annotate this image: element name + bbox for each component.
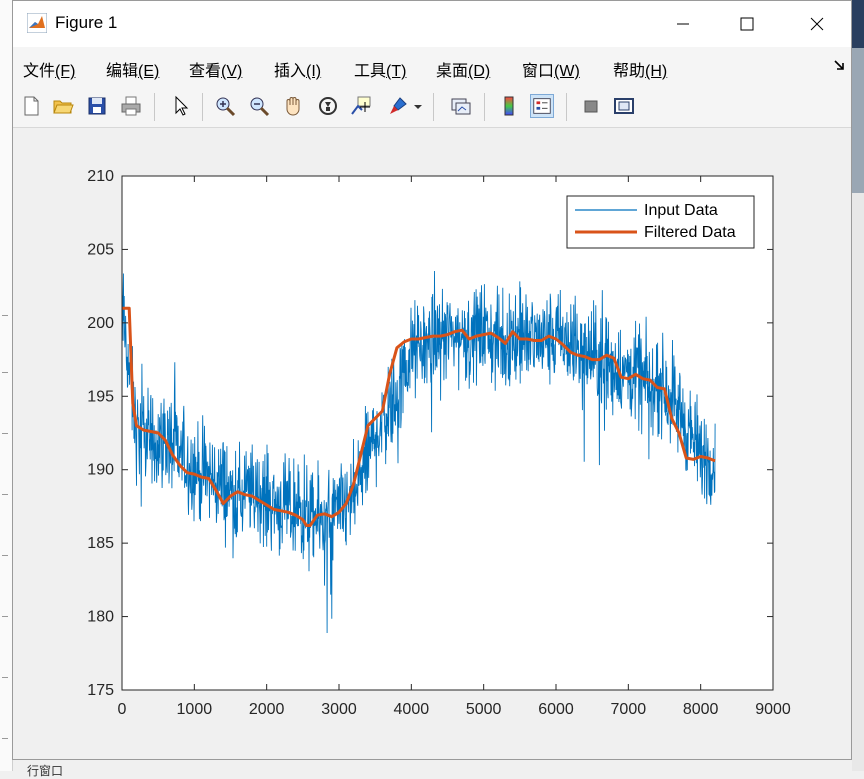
colorbar-icon[interactable] [497, 94, 521, 118]
y-tick-label: 200 [87, 315, 114, 332]
background-band [852, 48, 864, 193]
close-button[interactable] [795, 9, 839, 39]
legend-entry: Filtered Data [644, 224, 736, 241]
menu-label: 编辑 [106, 63, 139, 80]
figure-window: Figure 1 文件(F) 编辑(E) 查看(V) 插入(I) 工具(T) 桌… [12, 0, 852, 778]
plot-area[interactable]: 0 1000 2000 3000 4000 5000 6000 7000 8000 9000 175… [13, 128, 851, 759]
input-data-line [121, 270, 716, 634]
maximize-button[interactable] [725, 9, 769, 39]
edge-tick [2, 315, 8, 316]
menu-label: 帮助 [613, 63, 646, 80]
edge-tick [2, 494, 8, 495]
menu-window[interactable]: 窗口(W) [522, 57, 580, 81]
save-icon[interactable] [85, 94, 109, 118]
menu-shortcut: (I) [306, 63, 322, 80]
y-tick-label: 190 [87, 462, 114, 479]
matlab-logo-icon [27, 13, 47, 33]
menu-shortcut: (H) [645, 63, 668, 80]
hide-plot-tools-icon[interactable] [579, 94, 603, 118]
toolbar-separator [154, 93, 155, 121]
menu-help[interactable]: 帮助(H) [613, 57, 667, 81]
menu-shortcut: (E) [138, 63, 160, 80]
y-tick-label: 175 [87, 682, 114, 699]
x-tick-label: 6000 [538, 701, 574, 718]
toolbar-separator [566, 93, 567, 121]
new-figure-icon[interactable] [19, 94, 43, 118]
print-icon[interactable] [119, 94, 143, 118]
brush-dropdown-icon[interactable] [411, 94, 425, 118]
figure-canvas: 0 1000 2000 3000 4000 5000 6000 7000 8000 9000 175… [13, 128, 851, 759]
background-band [852, 0, 864, 48]
menu-label: 查看 [189, 63, 222, 80]
x-tick-label: 3000 [321, 701, 357, 718]
legend-entry: Input Data [644, 202, 718, 219]
y-tick-label: 195 [87, 388, 114, 405]
zoom-out-icon[interactable] [247, 94, 271, 118]
edge-tick [2, 433, 8, 434]
y-tick-label: 185 [87, 535, 114, 552]
x-tick-label: 2000 [249, 701, 285, 718]
menu-edit[interactable]: 编辑(E) [106, 57, 159, 81]
window-title: Figure 1 [55, 13, 118, 32]
pointer-icon[interactable] [168, 94, 192, 118]
rotate-3d-icon[interactable] [316, 94, 340, 118]
menu-shortcut: (T) [386, 63, 407, 80]
zoom-in-icon[interactable] [213, 94, 237, 118]
toolbar-separator [484, 93, 485, 121]
legend-icon[interactable] [530, 94, 554, 118]
y-tick-label: 180 [87, 609, 114, 626]
brush-icon[interactable] [386, 94, 410, 118]
edge-tick [2, 738, 8, 739]
x-tick-label: 1000 [177, 701, 213, 718]
menu-tools[interactable]: 工具(T) [354, 57, 406, 81]
menu-label: 文件 [23, 63, 56, 80]
menu-desktop[interactable]: 桌面(D) [436, 57, 490, 81]
figure-toolbar [13, 87, 851, 128]
y-tick-label: 210 [87, 168, 114, 185]
edge-tick [2, 677, 8, 678]
x-tick-label: 9000 [755, 701, 791, 718]
menu-shortcut: (V) [221, 63, 243, 80]
open-file-icon[interactable] [51, 94, 75, 118]
background-window-edge-right [852, 0, 864, 771]
menu-label: 工具 [354, 63, 387, 80]
edge-tick [2, 372, 8, 373]
axes-background [122, 176, 773, 690]
menu-label: 窗口 [522, 63, 555, 80]
menu-shortcut: (D) [468, 63, 491, 80]
menu-shortcut: (F) [55, 63, 76, 80]
title-bar[interactable]: Figure 1 [13, 1, 851, 47]
edge-tick [2, 555, 8, 556]
menu-file[interactable]: 文件(F) [23, 57, 75, 81]
link-plot-icon[interactable] [449, 94, 473, 118]
x-tick-label: 7000 [611, 701, 647, 718]
axes-box [121, 175, 774, 691]
menu-insert[interactable]: 插入(I) [274, 57, 321, 81]
legend-box [566, 195, 755, 249]
pan-hand-icon[interactable] [281, 94, 305, 118]
menu-label: 插入 [274, 63, 307, 80]
toolbar-separator [202, 93, 203, 121]
filtered-data-line [122, 306, 716, 527]
toolbar-separator [433, 93, 434, 121]
x-tick-label: 5000 [466, 701, 502, 718]
y-tick-label: 205 [87, 241, 114, 258]
edge-tick [2, 616, 8, 617]
menu-label: 桌面 [436, 63, 469, 80]
data-cursor-icon[interactable] [349, 94, 373, 118]
menu-bar: 文件(F) 编辑(E) 查看(V) 插入(I) 工具(T) 桌面(D) 窗口(W… [13, 47, 851, 87]
menu-shortcut: (W) [554, 63, 580, 80]
menu-view[interactable]: 查看(V) [189, 57, 242, 81]
dock-arrow-icon[interactable] [833, 59, 845, 71]
show-plot-tools-icon[interactable] [612, 94, 636, 118]
x-tick-label: 0 [118, 701, 127, 718]
minimize-button[interactable] [661, 9, 705, 39]
x-tick-label: 4000 [394, 701, 430, 718]
x-tick-label: 8000 [683, 701, 719, 718]
